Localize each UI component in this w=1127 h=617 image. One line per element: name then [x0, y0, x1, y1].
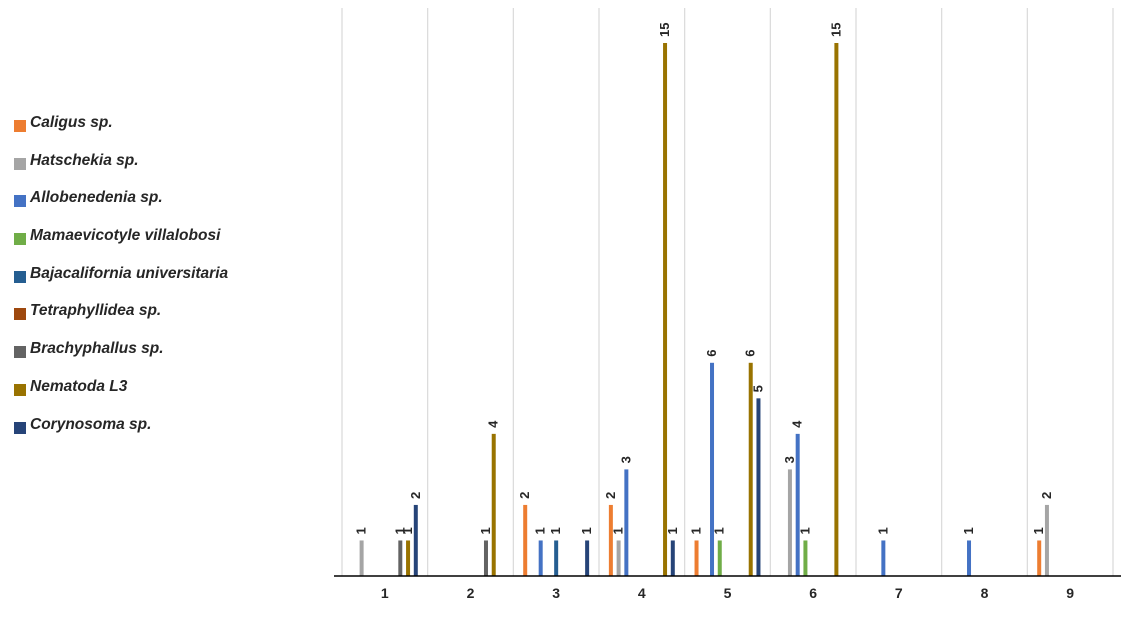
legend-swatch [14, 195, 26, 208]
bar [795, 433, 800, 576]
bar [624, 469, 629, 576]
x-tick-label: 4 [638, 585, 646, 601]
bar [787, 469, 792, 576]
data-label: 1 [533, 527, 548, 534]
legend-item: Hatschekia sp. [14, 148, 334, 186]
bar [554, 540, 559, 576]
data-label: 4 [486, 420, 501, 428]
x-tick-label: 8 [981, 585, 989, 601]
legend: Caligus sp. Hatschekia sp. Allobenedenia s… [14, 110, 334, 449]
bar [967, 540, 972, 576]
data-label: 2 [408, 492, 423, 499]
bar [717, 540, 722, 576]
legend-swatch [14, 270, 26, 283]
x-tick-label: 9 [1066, 585, 1074, 601]
legend-item: Tetraphyllidea sp. [14, 298, 334, 336]
bar [523, 504, 528, 576]
bar [881, 540, 886, 576]
data-label: 1 [354, 527, 369, 534]
data-label: 6 [704, 350, 719, 357]
bar [585, 540, 590, 576]
legend-label: Caligus sp. [30, 114, 113, 131]
legend-item: Nematoda L3 [14, 374, 334, 412]
bar [491, 433, 496, 576]
bar [398, 540, 403, 576]
legend-swatch [14, 383, 26, 396]
legend-item: Bajacalifornia universitaria [14, 261, 334, 299]
data-label: 2 [603, 492, 618, 499]
legend-swatch [14, 421, 26, 434]
data-label: 4 [790, 420, 805, 428]
data-label: 1 [875, 527, 890, 534]
bar [663, 43, 668, 576]
bar [803, 540, 808, 576]
bar [359, 540, 364, 576]
bar [406, 540, 411, 576]
data-label: 1 [665, 527, 680, 534]
data-label: 1 [400, 527, 415, 534]
data-label: 1 [712, 527, 727, 534]
data-label: 1 [478, 527, 493, 534]
legend-item: Corynosoma sp. [14, 412, 334, 450]
legend-label: Corynosoma sp. [30, 415, 152, 433]
data-label: 3 [618, 456, 633, 463]
x-tick-label: 5 [724, 585, 732, 601]
bar [608, 504, 613, 576]
x-tick-label: 6 [809, 585, 817, 601]
data-label: 1 [689, 527, 704, 534]
bar [1037, 540, 1042, 576]
legend-label: Allobenedenia sp. [30, 189, 163, 207]
legend-label: Brachyphallus sp. [30, 340, 164, 358]
data-label: 5 [750, 385, 765, 392]
bar [756, 398, 761, 576]
legend-swatch [14, 157, 26, 170]
legend-label: Nematoda L3 [30, 377, 128, 395]
data-label: 15 [657, 23, 672, 37]
legend-label: Bajacalifornia universitaria [30, 264, 229, 282]
bar [538, 540, 543, 576]
data-label: 3 [782, 456, 797, 463]
bar [1044, 504, 1049, 576]
legend-item: Mamaevicotyle villalobosi [14, 223, 334, 261]
data-label: 6 [743, 350, 758, 357]
legend-item: Allobenedenia sp. [14, 185, 334, 223]
legend-item: Caligus sp. [14, 110, 334, 148]
legend-label: Tetraphyllidea sp. [30, 302, 162, 320]
data-label: 1 [548, 527, 563, 534]
bar [694, 540, 699, 576]
legend-swatch [14, 346, 26, 359]
legend-swatch [14, 308, 26, 321]
data-label: 2 [1039, 492, 1054, 499]
bar [834, 43, 839, 576]
data-label: 1 [797, 527, 812, 534]
bar [616, 540, 621, 576]
bar [748, 362, 753, 576]
bar [413, 504, 418, 576]
data-label: 15 [828, 23, 843, 37]
data-label: 1 [961, 527, 976, 534]
legend-item: Brachyphallus sp. [14, 336, 334, 374]
data-label: 1 [579, 527, 594, 534]
legend-label: Hatschekia sp. [30, 151, 139, 169]
x-tick-label: 1 [381, 585, 389, 601]
legend-label: Mamaevicotyle villalobosi [30, 227, 221, 245]
data-label: 2 [517, 492, 532, 499]
bar [710, 362, 715, 576]
legend-swatch [14, 233, 26, 246]
data-label: 1 [1031, 527, 1046, 534]
bar [483, 540, 488, 576]
x-tick-label: 2 [467, 585, 475, 601]
data-label: 1 [392, 527, 407, 534]
legend-swatch [14, 120, 26, 132]
x-tick-label: 7 [895, 585, 903, 601]
data-label: 1 [611, 527, 626, 534]
x-tick-label: 3 [552, 585, 560, 601]
bar [670, 540, 675, 576]
